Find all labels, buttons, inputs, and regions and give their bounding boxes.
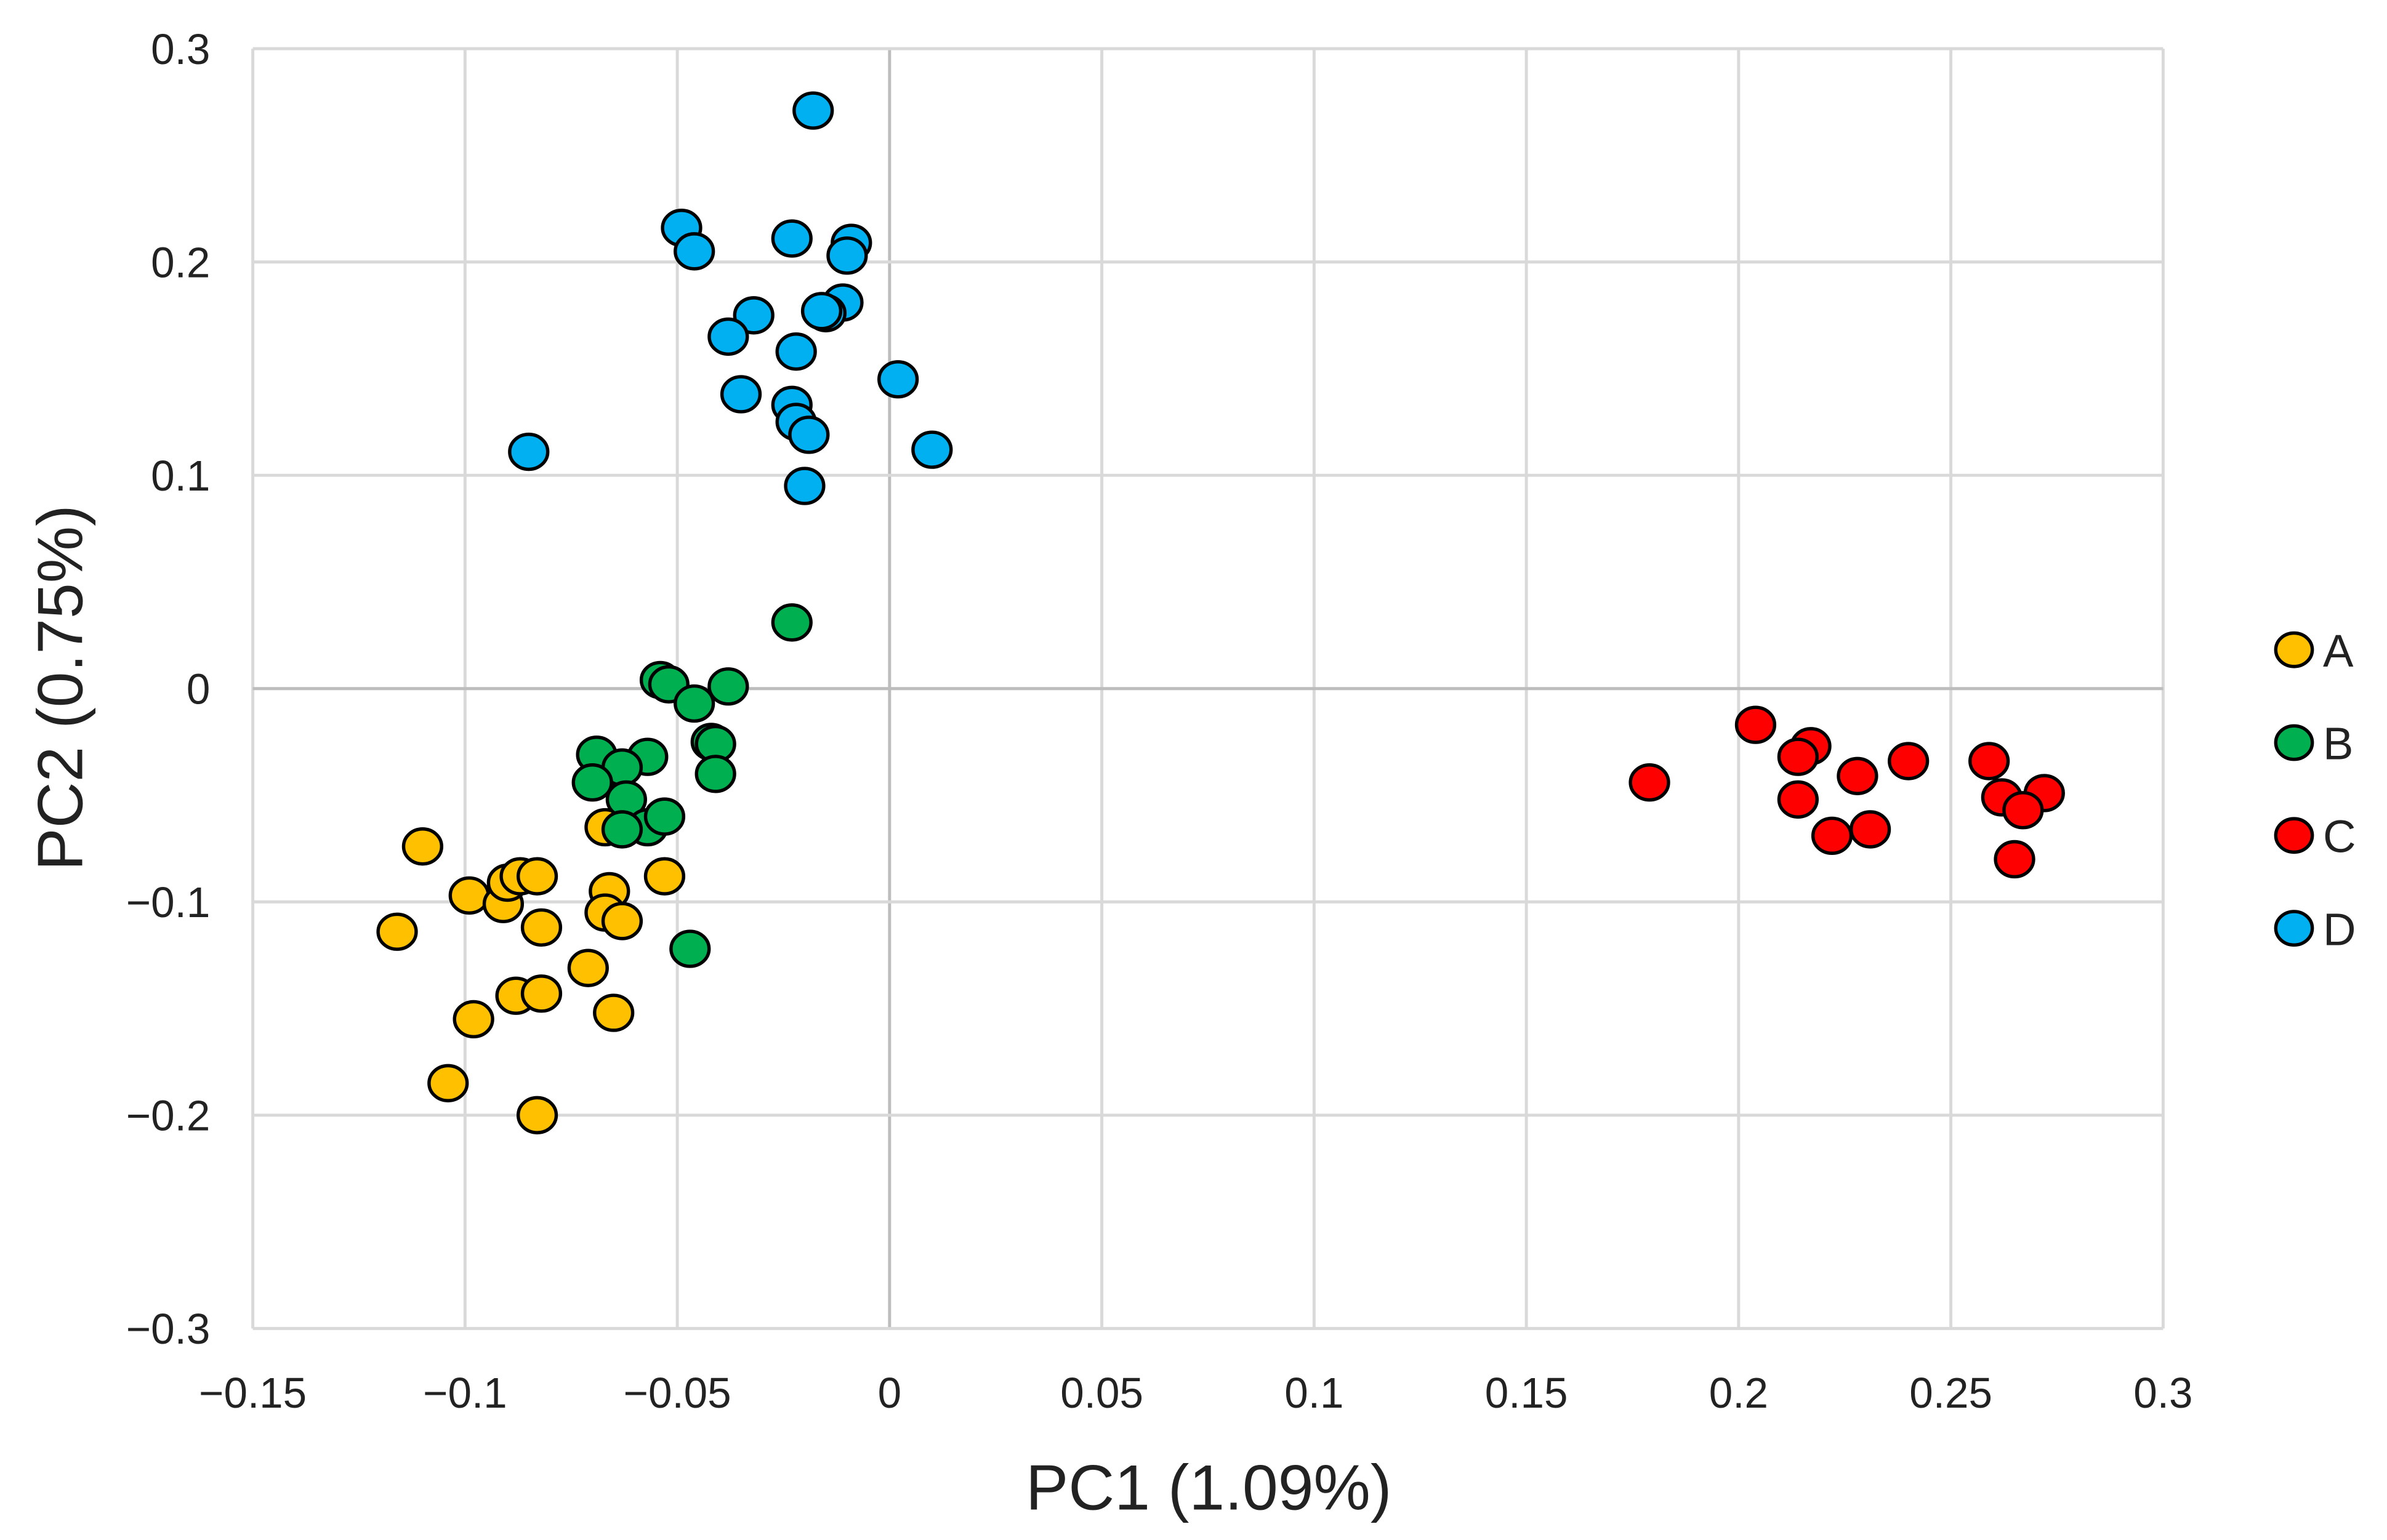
y-tick-label: −0.1 <box>126 878 211 926</box>
data-point-A <box>567 948 609 987</box>
legend-item-B: B <box>2274 718 2353 769</box>
data-point-D <box>674 232 715 271</box>
legend-item-C: C <box>2274 811 2356 862</box>
x-tick-label: 0.05 <box>1060 1369 1143 1417</box>
x-tick-label: −0.05 <box>624 1369 731 1417</box>
data-point-B <box>674 684 715 723</box>
data-point-A <box>448 876 490 915</box>
legend-marker <box>2274 631 2314 668</box>
data-point-D <box>771 219 813 258</box>
legend-label: D <box>2323 904 2356 955</box>
series-A <box>376 808 686 1134</box>
x-tick-label: 0.2 <box>1709 1369 1768 1417</box>
data-point-A <box>643 857 686 896</box>
data-point-B <box>694 755 736 793</box>
data-point-C <box>1777 780 1819 819</box>
data-point-B <box>601 810 643 849</box>
data-point-D <box>800 292 843 331</box>
legend-marker <box>2274 724 2314 761</box>
data-point-C <box>1628 763 1670 802</box>
data-point-A <box>516 857 558 896</box>
y-tick-label: 0.2 <box>151 238 210 286</box>
data-point-C <box>1837 756 1878 795</box>
data-point-D <box>720 375 762 414</box>
data-point-A <box>601 902 643 940</box>
legend-label: B <box>2323 718 2353 769</box>
data-point-D <box>792 91 834 130</box>
data-point-C <box>1968 742 2010 780</box>
legend-item-D: D <box>2274 904 2356 955</box>
data-point-C <box>1888 742 1930 780</box>
data-point-D <box>733 296 775 335</box>
x-tick-label: −0.15 <box>199 1369 307 1417</box>
data-point-C <box>1811 816 1853 855</box>
data-point-D <box>911 430 953 469</box>
data-point-D <box>826 236 868 275</box>
data-point-C <box>1777 737 1819 776</box>
data-point-A <box>520 908 563 947</box>
data-point-B <box>707 667 749 706</box>
y-tick-label: 0 <box>187 665 211 713</box>
series-B <box>571 603 813 968</box>
y-axis-title: PC2 (0.75%) <box>25 505 97 870</box>
legend-label: A <box>2323 625 2354 676</box>
y-tick-label: 0.1 <box>151 452 210 500</box>
legend-marker <box>2274 910 2314 947</box>
x-tick-label: 0.25 <box>1909 1369 1992 1417</box>
data-point-A <box>516 1096 558 1134</box>
y-tick-label: −0.3 <box>126 1305 211 1353</box>
data-points <box>376 91 2065 1134</box>
data-point-A <box>376 912 418 951</box>
data-point-D <box>788 415 830 454</box>
data-point-C <box>1994 840 2035 879</box>
data-point-D <box>508 432 550 471</box>
data-point-A <box>401 827 444 866</box>
data-point-A <box>593 993 635 1032</box>
x-tick-label: 0 <box>878 1369 902 1417</box>
data-point-B <box>771 603 813 642</box>
x-tick-label: 0.15 <box>1485 1369 1568 1417</box>
series-C <box>1628 705 2065 879</box>
legend-item-A: A <box>2274 625 2354 676</box>
data-point-D <box>784 467 826 505</box>
data-point-A <box>453 1000 494 1039</box>
tick-labels: −0.15 −0.1 −0.05 0 0.05 0.1 0.15 0.2 0.25 0.3 0.3 0… <box>126 25 2193 1417</box>
y-tick-label: −0.2 <box>126 1092 211 1140</box>
data-point-C <box>1734 705 1777 744</box>
data-point-D <box>775 332 817 371</box>
legend-marker <box>2274 817 2314 854</box>
data-point-B <box>669 929 711 968</box>
data-point-B <box>643 797 686 836</box>
series-D <box>508 91 953 505</box>
x-tick-label: 0.3 <box>2133 1369 2192 1417</box>
data-point-A <box>427 1064 469 1102</box>
data-point-D <box>877 360 919 399</box>
data-point-A <box>520 974 563 1013</box>
x-tick-label: −0.1 <box>423 1369 507 1417</box>
legend-label: C <box>2323 811 2356 862</box>
data-point-B <box>571 763 613 802</box>
y-tick-label: 0.3 <box>151 25 210 73</box>
data-point-C <box>2002 791 2044 830</box>
data-point-C <box>1849 810 1891 849</box>
x-axis-title: PC1 (1.09%) <box>1026 1453 1391 1524</box>
data-point-D <box>707 317 749 356</box>
grid-lines <box>251 47 2165 1330</box>
x-tick-label: 0.1 <box>1284 1369 1343 1417</box>
